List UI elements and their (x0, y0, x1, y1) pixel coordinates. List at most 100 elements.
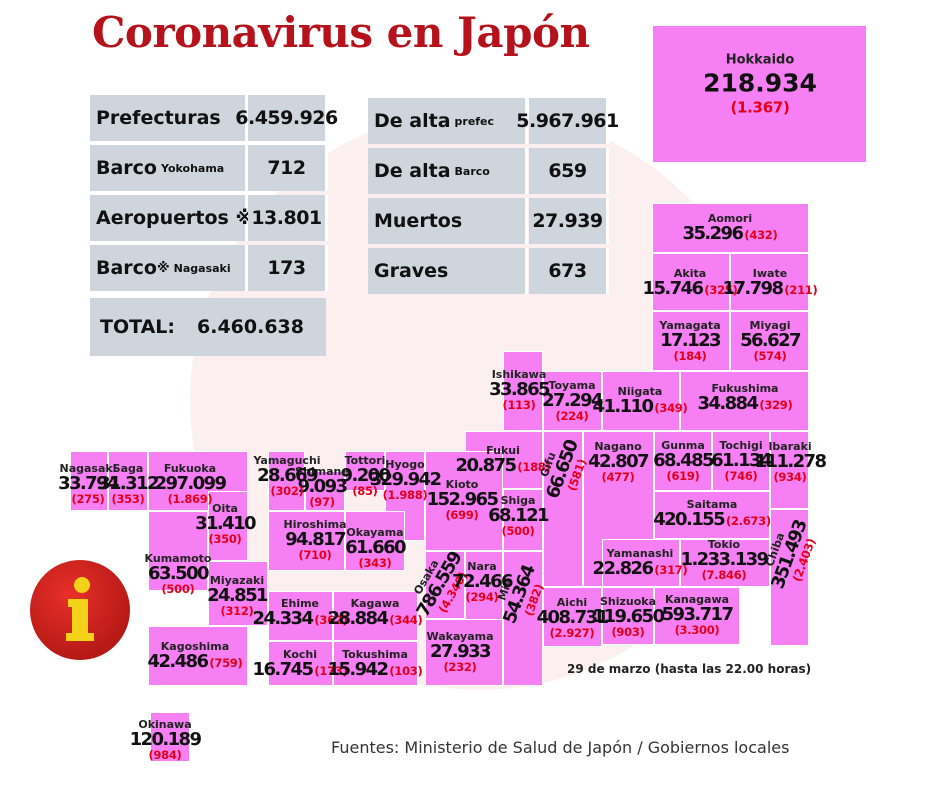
prefecture-shape (543, 371, 602, 431)
prefecture-label: Fukui 20.875 (188) (456, 445, 551, 475)
prefecture-shape (654, 587, 740, 645)
sources: Fuentes: Ministerio de Salud de Japón / … (331, 738, 790, 757)
prefecture-cases: 61.660 (345, 536, 406, 558)
prefecture-cases: 408.731 (536, 606, 609, 628)
prefecture-name: Fukuoka (163, 461, 217, 475)
prefecture-name: Tokushima (342, 647, 408, 661)
prefecture-label: Nagano 42.807 (477) (588, 441, 649, 484)
prefecture-cases: 68.485 (653, 449, 714, 471)
stat-label: Prefecturas (90, 95, 248, 141)
prefecture-name: Miyazaki (209, 573, 265, 587)
prefecture-label: Saga 31.312 (353) (98, 463, 159, 506)
prefecture-cases: 27.294 (542, 389, 603, 411)
prefecture-shape (148, 511, 208, 591)
prefecture-deaths: (312) (220, 604, 254, 619)
prefecture-deaths: (211) (784, 282, 818, 297)
prefecture-label: Kagawa 28.884 (344) (328, 598, 423, 628)
prefecture-deaths: (275) (71, 492, 105, 507)
prefecture-label: Fukuoka 297.099 (1.869) (154, 461, 227, 507)
prefecture-label: Okayama 61.660 (343) (345, 527, 406, 570)
prefecture-name: Ibaraki (768, 439, 812, 453)
stat-label-mark: ※ (157, 260, 170, 276)
prefecture-shape (652, 25, 867, 163)
prefecture-label: Miyagi 56.627 (574) (740, 320, 801, 363)
prefecture-cases: 31.410 (195, 512, 256, 534)
prefecture-cases: 68.121 (488, 504, 549, 526)
prefecture-figures: 61.134 (746) (711, 450, 772, 482)
prefecture-label: Shimane 9.093 (97) (295, 466, 349, 509)
prefecture-name: Fukui (486, 443, 520, 457)
total-box: TOTAL: 6.460.638 (90, 298, 326, 356)
prefecture-shape (503, 351, 543, 431)
prefecture-shape (770, 509, 809, 646)
prefecture-shape (268, 451, 305, 511)
prefecture-label: Kagoshima 42.486 (759) (148, 641, 243, 671)
prefecture-label: Hyogo 329.942 (1.988) (370, 459, 442, 502)
prefecture-cases: 31.312 (98, 472, 159, 494)
prefecture-label: Niigata 41.110 (349) (593, 386, 688, 416)
prefecture-cases: 28.884 (327, 607, 389, 629)
prefecture-shape (543, 431, 583, 587)
prefecture-cases: 20.875 (455, 454, 517, 476)
prefecture-name: Shiga (500, 493, 536, 507)
prefecture-name: Saitama (686, 497, 738, 511)
prefecture-shape (70, 451, 108, 511)
prefecture-label: Aichi 408.731 (2.927) (536, 597, 609, 641)
prefecture-figures: 61.660 (343) (345, 536, 406, 569)
prefecture-figures: 20.875 (188) (455, 454, 551, 476)
prefecture-name: Wakayama (426, 629, 494, 643)
prefecture-shape (345, 511, 405, 571)
prefecture-name: Nagasaki (59, 461, 117, 475)
prefecture-deaths: (903) (611, 625, 645, 640)
prefecture-cases: 42.486 (147, 650, 209, 672)
prefecture-shape (268, 641, 333, 686)
prefecture-deaths: (1.869) (167, 492, 213, 507)
stat-label-sub: Yokohama (161, 161, 225, 175)
prefecture-label: Ishikawa 33.865 (113) (489, 369, 550, 412)
stat-label-text: De alta (374, 110, 451, 132)
prefecture-cases: 593.717 (661, 603, 734, 625)
prefecture-shape (425, 451, 503, 551)
prefecture-name: Yamaguchi (253, 453, 321, 467)
prefecture-shape (148, 451, 248, 511)
date-note: 29 de marzo (hasta las 22.00 horas) (567, 662, 812, 676)
stat-value: 673 (529, 248, 609, 294)
total-value: 6.460.638 (197, 316, 304, 338)
prefecture-figures: 24.851 (312) (207, 585, 268, 619)
prefecture-deaths: (349) (654, 400, 688, 415)
stat-label-text: Barco (96, 257, 157, 279)
prefecture-deaths: (619) (666, 469, 700, 484)
stat-value: 13.801 (248, 195, 328, 241)
prefecture-figures: 119.650 (903) (592, 605, 665, 640)
prefecture-deaths: (699) (445, 508, 479, 523)
prefecture-label: Toyama 27.294 (224) (542, 380, 603, 423)
prefecture-deaths: (7.846) (701, 568, 747, 583)
prefecture-deaths: (2.673) (726, 513, 771, 528)
prefecture-label: Nara 72.466 (294) (452, 561, 513, 604)
prefecture-name: Gunma (661, 438, 705, 452)
prefecture-label: Gunma 68.485 (619) (653, 438, 714, 484)
prefecture-name: Akita (673, 266, 707, 280)
prefecture-deaths: (2.927) (549, 626, 595, 641)
prefecture-figures: 33.865 (113) (489, 379, 550, 411)
prefecture-figures: 297.099 (1.869) (154, 472, 227, 507)
prefecture-label: Kioto 152.965 (699) (427, 479, 499, 523)
prefecture-label: Aomori 35.296 (432) (683, 213, 778, 243)
prefecture-name: Shizuoka (599, 594, 657, 608)
prefecture-shape (150, 712, 190, 762)
prefecture-deaths: (3.300) (674, 623, 720, 638)
stat-label: Aeropuertos ※ (90, 195, 254, 241)
prefecture-cases: 218.934 (703, 68, 817, 98)
prefecture-figures: 63.500 (500) (145, 563, 212, 595)
prefecture-cases: 111.278 (754, 450, 827, 472)
prefecture-cases: 420.155 (653, 508, 725, 530)
prefecture-cases: 119.650 (592, 605, 665, 627)
prefecture-figures: 94.817 (710) (284, 529, 346, 561)
prefecture-deaths: (984) (148, 748, 182, 763)
prefecture-cases: 297.099 (154, 472, 227, 494)
prefecture-label: Iwate 17.798 (211) (723, 268, 818, 298)
prefecture-shape (503, 551, 543, 686)
prefecture-figures: 15.746 (325) (643, 278, 738, 298)
total-label: TOTAL: (100, 316, 176, 338)
prefecture-name: Kumamoto (144, 551, 212, 565)
